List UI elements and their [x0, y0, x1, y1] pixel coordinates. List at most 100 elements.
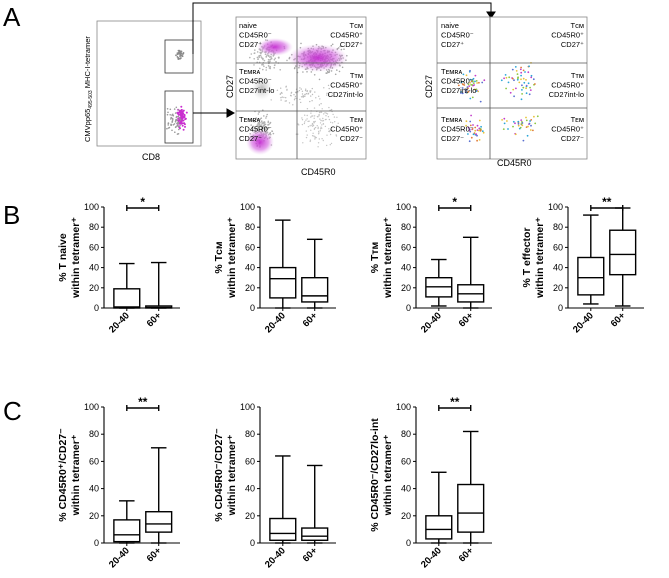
event-dot	[308, 120, 310, 122]
event-dot	[294, 95, 297, 98]
event-dot	[310, 129, 312, 131]
event-dot	[319, 111, 321, 114]
event-dot	[318, 115, 320, 117]
event-dot	[329, 144, 331, 146]
y-tick-label: 0	[94, 538, 99, 548]
event-dot	[326, 94, 328, 96]
tetramer-event-dot	[525, 126, 528, 128]
event-dot	[326, 144, 328, 147]
cd8-dot	[178, 128, 180, 131]
tetramer-event-dot	[515, 87, 517, 90]
event-dot	[334, 73, 337, 76]
tetramer-event-dot	[472, 80, 474, 83]
gate-label-temra: CD27⁻	[239, 134, 262, 143]
tetramer-dot	[176, 52, 179, 54]
cd8-dot	[184, 117, 187, 120]
tetramer-event-dot	[471, 127, 474, 130]
tetramer-event-dot	[520, 119, 523, 121]
event-dot	[269, 65, 272, 68]
cd8-dot	[181, 124, 184, 127]
gate-label-temra-int: CD27int-lo	[441, 86, 476, 95]
tetramer-plot-frame	[96, 20, 202, 147]
event-dot	[313, 135, 315, 137]
tetramer-event-dot	[522, 77, 525, 80]
y-axis-label: % T effectorwithin tetramer⁺	[521, 217, 546, 299]
tetramer-dot	[177, 51, 180, 54]
event-dot	[305, 130, 307, 132]
event-dot	[328, 71, 330, 74]
gate-label-temra: CD27⁻	[441, 134, 464, 143]
tetramer-event-dot	[533, 115, 535, 118]
event-dot	[300, 101, 302, 104]
box-60+	[609, 207, 637, 307]
box-iqr	[577, 256, 605, 296]
gating-plot: naiveCD45R0⁻CD27⁺TᴄᴍCD45R0⁺CD27⁺TᴇᴍʀᴀCD4…	[225, 16, 367, 177]
gate-label-tem: CD27⁻	[340, 134, 363, 143]
event-dot	[273, 58, 276, 61]
y-tick-label: 100	[240, 202, 255, 212]
gate-label-naive: CD27⁺	[441, 40, 464, 49]
event-dot	[323, 113, 325, 115]
event-dot	[260, 121, 263, 123]
tetramer-event-dot	[472, 124, 474, 126]
event-dot	[285, 100, 288, 102]
x-tick-label: 20-40	[419, 545, 444, 570]
event-dot	[325, 72, 328, 74]
tetramer-event-dot	[504, 74, 507, 76]
tetramer-dot	[181, 55, 184, 58]
event-dot	[330, 142, 333, 145]
y-tick-label: 20	[401, 283, 411, 293]
box-plot-2: 0 20 40 60 80 100 20-40 60+ % Tᴄᴍwithin tetramer…	[213, 202, 336, 335]
event-dot	[272, 132, 275, 135]
tetramer-event-dot	[475, 133, 478, 136]
tetramer-event-dot	[508, 76, 511, 79]
event-dot	[261, 126, 264, 129]
tetramer-event-dot	[467, 83, 470, 86]
y-tick-label: 80	[245, 429, 255, 439]
box-iqr	[301, 277, 329, 303]
cd8-dot	[174, 121, 177, 123]
tetramer-gate-top	[164, 39, 194, 74]
event-dot	[262, 68, 264, 71]
tetramer-event-dot	[481, 81, 484, 84]
event-dot	[259, 122, 261, 124]
tetramer-ylabel: CMVpp65495-503 MHC-I-tetramer	[83, 36, 94, 142]
event-dot	[293, 94, 295, 96]
event-dot	[305, 93, 308, 95]
cd8-dot	[166, 113, 169, 116]
tetramer-event-dot	[473, 88, 476, 91]
event-dot	[323, 87, 325, 89]
box-plot-3: 0 20 40 60 80 100 20-40 60+ % Tᴛᴍwithin tetramer…	[369, 195, 492, 335]
cd8-dot	[169, 114, 171, 116]
tetramer-event-dot	[527, 82, 530, 85]
tetramer-dot	[179, 57, 181, 60]
event-dot	[289, 94, 292, 97]
cd8-dot	[177, 125, 180, 128]
tetramer-gating-plot-ylabel: CD27	[424, 75, 434, 98]
cd8-dot	[183, 113, 186, 116]
event-dot	[335, 134, 337, 136]
y-tick-label: 100	[396, 202, 411, 212]
event-dot	[274, 57, 277, 60]
event-dot	[280, 91, 283, 94]
cd8-dot	[171, 129, 173, 132]
event-dot	[310, 124, 312, 127]
tetramer-event-dot	[528, 65, 530, 68]
gate-label-tcm: Tᴄᴍ	[350, 21, 364, 30]
tetramer-gate-bottom	[164, 90, 194, 144]
tetramer-event-dot	[517, 123, 520, 125]
tetramer-event-dot	[480, 125, 482, 128]
event-dot	[279, 69, 282, 71]
event-dot	[319, 122, 322, 124]
box-20-40	[269, 219, 297, 309]
tetramer-event-dot	[467, 90, 470, 93]
event-dot	[267, 124, 269, 126]
tetramer-dot	[177, 57, 180, 59]
event-dot	[318, 114, 320, 116]
box-20-40	[425, 258, 453, 307]
event-dot	[311, 93, 314, 96]
event-dot	[301, 90, 304, 93]
event-dot	[313, 121, 315, 123]
tetramer-event-dot	[465, 91, 467, 94]
density-cloud-tcm	[288, 44, 348, 72]
